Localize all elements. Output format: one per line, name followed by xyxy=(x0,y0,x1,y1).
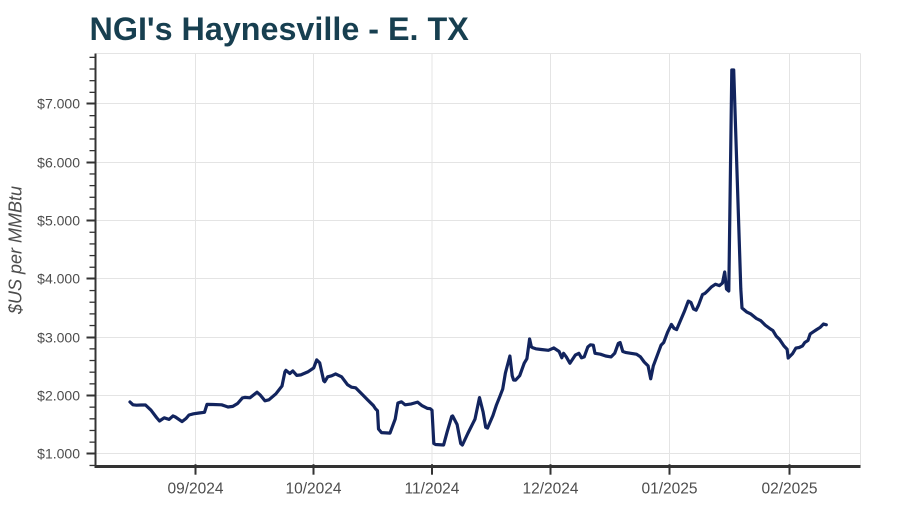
svg-text:01/2025: 01/2025 xyxy=(641,481,697,498)
svg-text:$2.000: $2.000 xyxy=(37,387,80,403)
svg-text:$3.000: $3.000 xyxy=(37,329,80,345)
svg-text:$7.000: $7.000 xyxy=(37,95,80,111)
svg-text:12/2024: 12/2024 xyxy=(522,481,578,498)
svg-text:$6.000: $6.000 xyxy=(37,154,80,170)
svg-text:11/2024: 11/2024 xyxy=(405,481,460,498)
svg-text:$5.000: $5.000 xyxy=(37,212,80,228)
svg-text:09/2024: 09/2024 xyxy=(167,481,223,498)
svg-text:$1.000: $1.000 xyxy=(37,445,80,461)
svg-text:10/2024: 10/2024 xyxy=(285,481,341,498)
svg-text:NGI's Haynesville - E. TX: NGI's Haynesville - E. TX xyxy=(90,11,470,47)
svg-text:02/2025: 02/2025 xyxy=(761,481,817,498)
svg-text:$4.000: $4.000 xyxy=(37,270,80,286)
svg-text:$US per MMBtu: $US per MMBtu xyxy=(6,186,26,315)
